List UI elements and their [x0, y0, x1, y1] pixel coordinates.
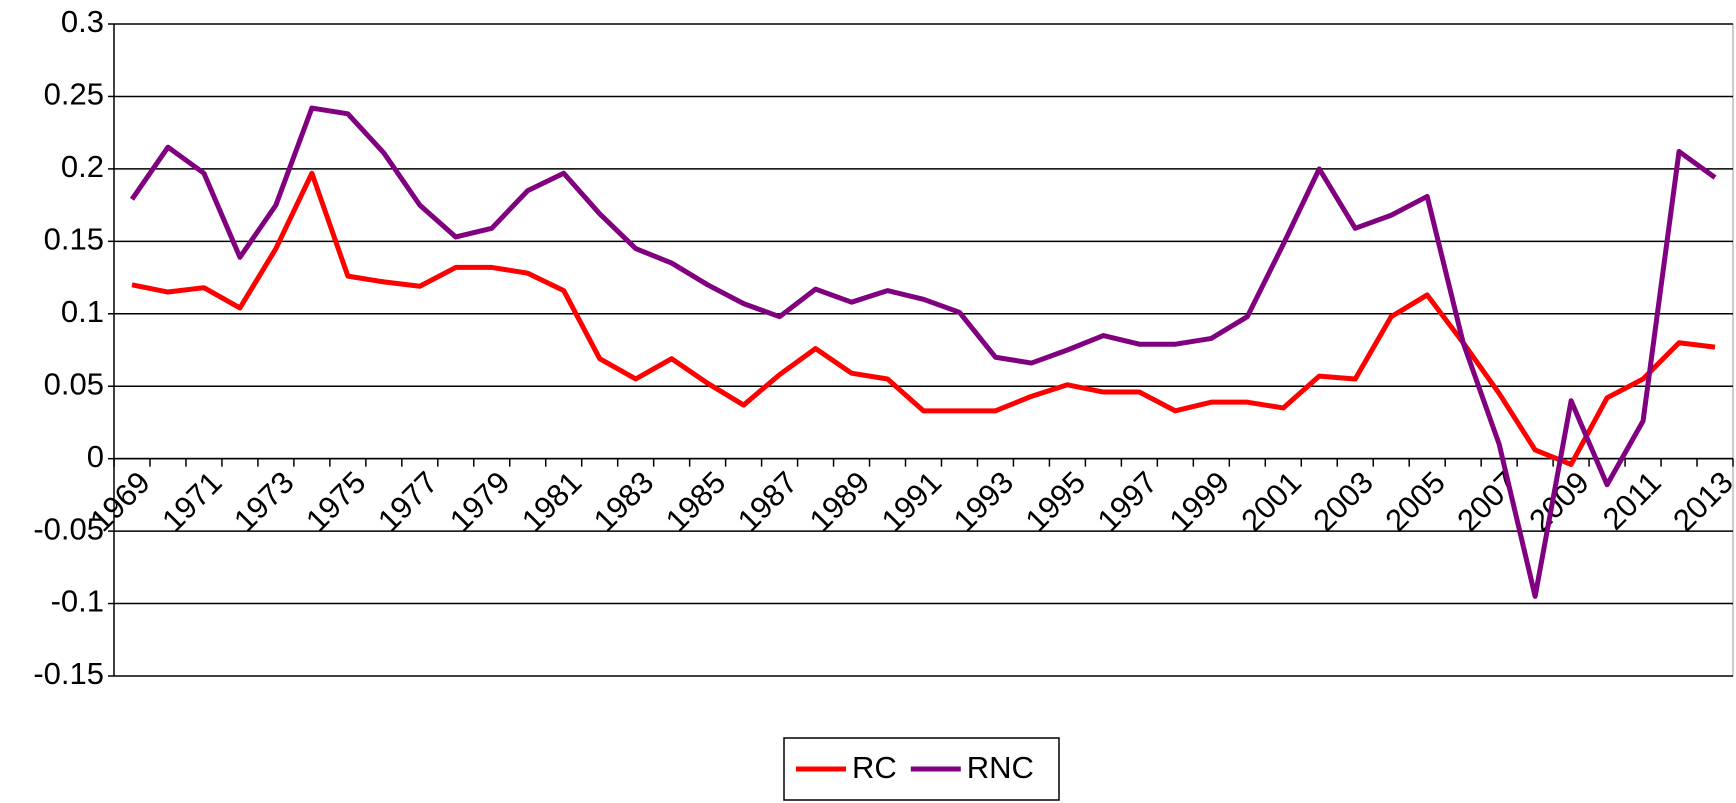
legend-label: RC: [852, 750, 897, 785]
x-tick-label: 1979: [443, 465, 517, 539]
x-tick-label: 1997: [1091, 465, 1165, 539]
y-tick-label: 0.2: [61, 149, 104, 184]
x-tick-label: 1977: [371, 465, 445, 539]
x-tick-label: 1985: [659, 465, 733, 539]
x-tick-label: 1991: [875, 465, 949, 539]
y-tick-label: -0.05: [33, 511, 104, 546]
x-tick-label: 1995: [1019, 465, 1093, 539]
y-tick-label: 0: [87, 439, 104, 474]
x-tick-label: 1971: [155, 465, 229, 539]
y-tick-label: 0.1: [61, 294, 104, 329]
y-tick-label: -0.15: [33, 656, 104, 691]
y-tick-label: 0.15: [44, 222, 104, 257]
x-tick-label: 1989: [803, 465, 877, 539]
series-line: [131, 170, 1716, 467]
y-tick-label: 0.05: [44, 366, 104, 401]
x-tick-label: 2013: [1666, 465, 1736, 539]
x-tick-label: 1975: [299, 465, 373, 539]
x-tick-label: 1999: [1163, 465, 1237, 539]
x-tick-label: 2001: [1235, 465, 1309, 539]
y-tick-label: 0.3: [61, 4, 104, 39]
x-tick-label: 2005: [1378, 465, 1452, 539]
x-tick-label: 1983: [587, 465, 661, 539]
x-tick-label: 2011: [1596, 465, 1668, 537]
series-line: [129, 105, 1717, 599]
x-tick-label: 1987: [731, 465, 805, 539]
x-tick-label: 1973: [227, 465, 301, 539]
x-tick-label: 1993: [947, 465, 1021, 539]
legend-label: RNC: [967, 750, 1034, 785]
y-tick-label: -0.1: [51, 584, 104, 619]
y-tick-label: 0.25: [44, 77, 104, 112]
x-tick-label: 1981: [515, 465, 589, 539]
x-tick-label: 2003: [1306, 465, 1380, 539]
